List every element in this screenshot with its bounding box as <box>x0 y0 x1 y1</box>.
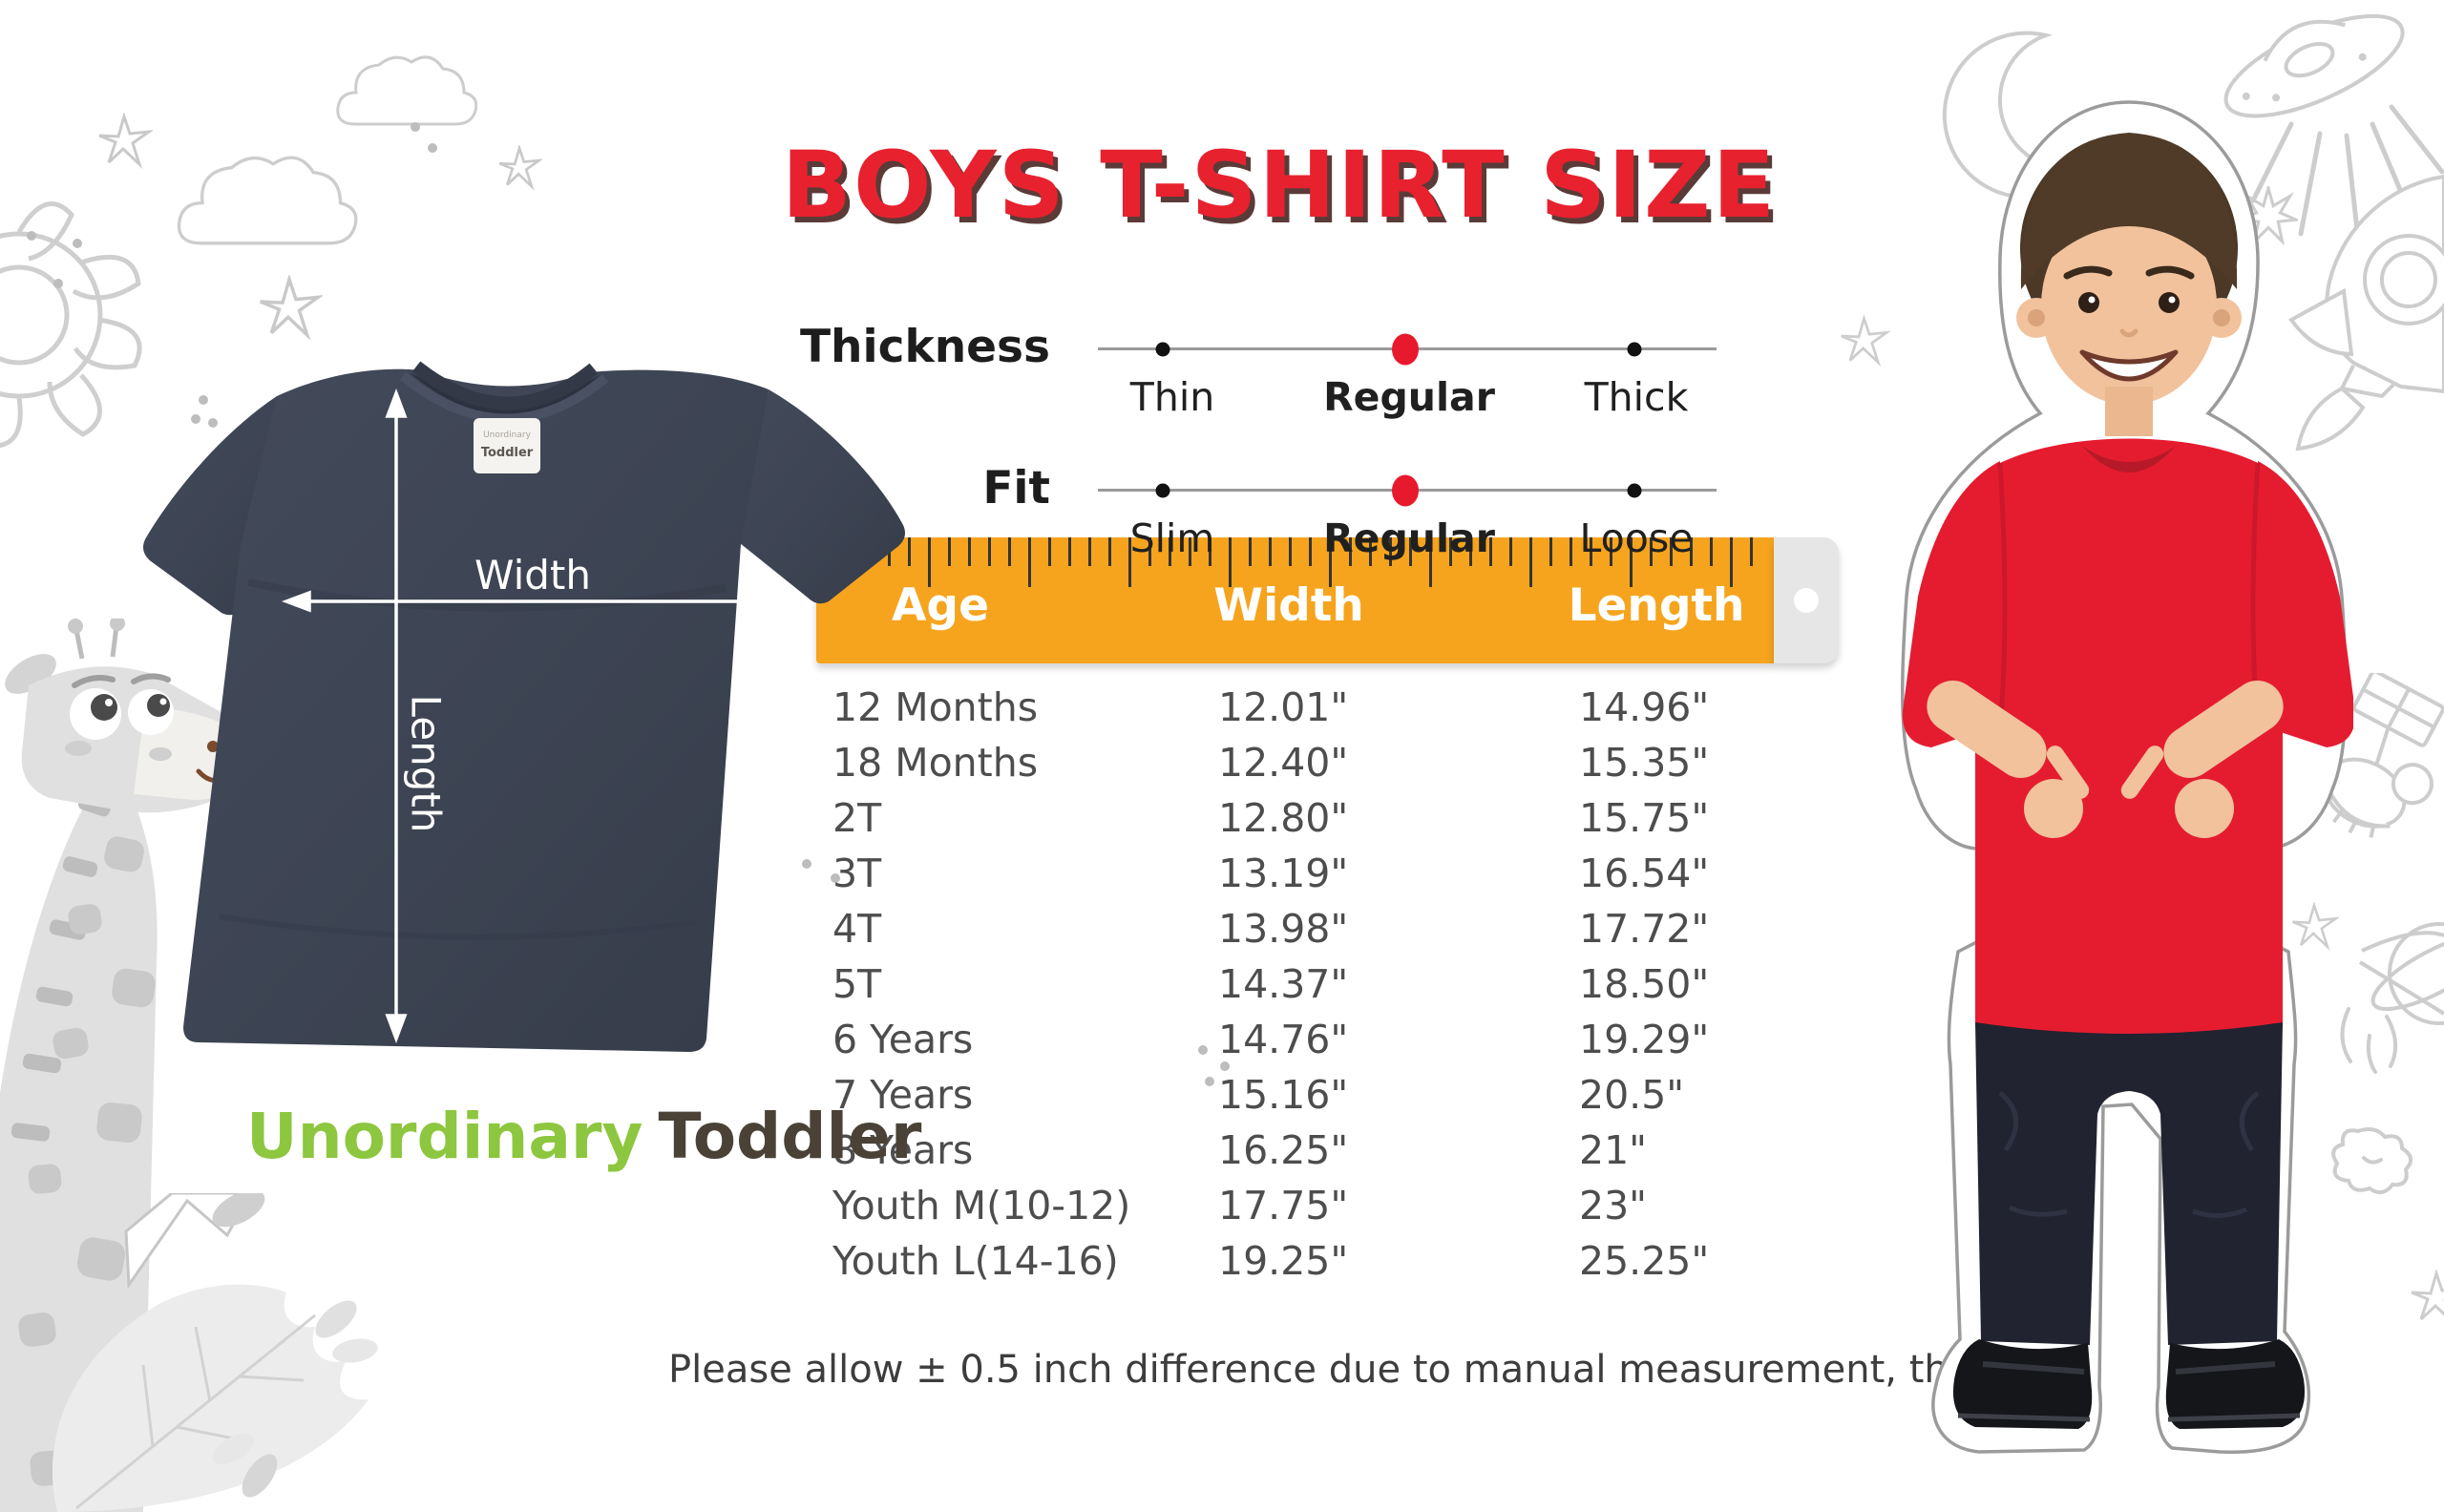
thickness-option-thin: Thin <box>1129 374 1215 420</box>
cell-age: Youth L(14-16) <box>832 1238 1119 1284</box>
measurement-note: Please allow ± 0.5 inch difference due t… <box>668 1348 2054 1392</box>
fit-label: Fit <box>982 462 1050 514</box>
tag-brand-text: Unordinary <box>483 430 531 440</box>
table-row: 18 Months 12.40" 15.35" <box>832 735 1825 790</box>
thickness-dot-thin <box>1155 342 1170 357</box>
cell-width: 16.25" <box>1218 1127 1349 1173</box>
brand-word-toddler: Toddler <box>658 1100 922 1173</box>
table-row: 12 Months 12.01" 14.96" <box>832 680 1825 735</box>
cell-age: 5T <box>832 961 882 1007</box>
cell-width: 13.19" <box>1218 850 1349 896</box>
leaf-decoration <box>52 1193 378 1512</box>
fit-dot-loose <box>1627 483 1642 498</box>
cell-width: 14.76" <box>1218 1017 1349 1062</box>
thickness-label: Thickness <box>799 321 1050 373</box>
thickness-dot-thick <box>1627 342 1642 357</box>
table-row: Youth L(14-16) 19.25" 25.25" <box>832 1233 1825 1289</box>
cell-age: 18 Months <box>832 740 1039 786</box>
tape-end-hole <box>1794 588 1819 613</box>
cell-width: 14.37" <box>1218 961 1349 1007</box>
size-table: 12 Months 12.01" 14.96" 18 Months 12.40"… <box>832 680 1825 1289</box>
cloud-icon <box>336 55 477 126</box>
tape-ticks-major <box>828 537 1763 587</box>
thickness-option-thick: Thick <box>1584 374 1689 420</box>
fit-option-slim: Slim <box>1129 515 1215 561</box>
cell-length: 14.96" <box>1579 684 1710 730</box>
planet-icon <box>2358 922 2444 1025</box>
brand-word-unordinary: Unordinary <box>246 1100 643 1173</box>
cell-width: 13.98" <box>1218 906 1349 952</box>
shirt-length-label: Length <box>402 694 450 833</box>
fit-option-loose: Loose <box>1579 515 1694 561</box>
shirt-width-label: Width <box>474 552 592 598</box>
cell-width: 19.25" <box>1218 1238 1349 1284</box>
table-row: 2T 12.80" 15.75" <box>832 790 1825 846</box>
column-header-age: Age <box>892 579 989 632</box>
dot <box>428 143 437 153</box>
table-row: 7 Years 15.16" 20.5" <box>832 1067 1825 1123</box>
brand-logo: Unordinary Toddler <box>246 1100 921 1173</box>
cell-width: 12.40" <box>1218 740 1349 786</box>
star-icon <box>498 145 542 191</box>
table-row: Youth M(10-12) 17.75" 23" <box>832 1178 1825 1233</box>
column-header-width: Width <box>1213 579 1364 632</box>
cell-age: 4T <box>832 906 882 952</box>
fit-dot-regular-selected <box>1392 474 1419 507</box>
thickness-dot-regular-selected <box>1392 333 1419 366</box>
cell-age: Youth M(10-12) <box>832 1183 1131 1228</box>
tshirt-image: Unordinary Toddler <box>143 361 905 1052</box>
table-row: 8 Years 16.25" 21" <box>832 1123 1825 1178</box>
cell-age: 6 Years <box>832 1017 974 1062</box>
tag-name-text: Toddler <box>481 446 534 460</box>
cell-length: 18.50" <box>1579 961 1710 1007</box>
dot <box>27 231 36 241</box>
star-icon <box>260 275 323 341</box>
cell-width: 12.01" <box>1218 684 1349 730</box>
cell-length: 15.75" <box>1579 795 1710 841</box>
cell-length: 17.72" <box>1579 906 1710 952</box>
cell-age: 2T <box>832 795 882 841</box>
cell-length: 21" <box>1579 1127 1648 1173</box>
dot <box>411 122 420 132</box>
cell-length: 23" <box>1579 1183 1648 1228</box>
cell-width: 12.80" <box>1218 795 1349 841</box>
star-icon <box>2411 1270 2444 1321</box>
cell-length: 16.54" <box>1579 850 1710 896</box>
fit-dot-slim <box>1155 483 1170 498</box>
cell-age: 8 Years <box>832 1127 974 1173</box>
thickness-option-regular: Regular <box>1323 374 1495 420</box>
fit-option-regular: Regular <box>1323 515 1495 561</box>
measuring-tape-header: Age Width Length <box>816 537 1839 663</box>
column-header-length: Length <box>1568 579 1745 632</box>
star-icon <box>98 113 153 170</box>
table-row: 5T 14.37" 18.50" <box>832 956 1825 1012</box>
cell-length: 20.5" <box>1579 1072 1685 1118</box>
table-row: 6 Years 14.76" 19.29" <box>832 1012 1825 1067</box>
cell-age: 3T <box>832 850 882 896</box>
boy-photo-cutout <box>1900 100 2353 1454</box>
cell-length: 25.25" <box>1579 1238 1710 1284</box>
table-row: 4T 13.98" 17.72" <box>832 901 1825 956</box>
dot <box>53 279 63 288</box>
cloud-icon <box>177 156 358 245</box>
cell-width: 15.16" <box>1218 1072 1349 1118</box>
page-title: BOYS T-SHIRT SIZE <box>781 132 1778 239</box>
dot <box>73 239 82 248</box>
cell-length: 15.35" <box>1579 740 1710 786</box>
cell-width: 17.75" <box>1218 1183 1349 1228</box>
cell-length: 19.29" <box>1579 1017 1710 1062</box>
cell-age: 7 Years <box>832 1072 974 1118</box>
table-row: 3T 13.19" 16.54" <box>832 846 1825 901</box>
tape-body: Age Width Length <box>816 537 1774 663</box>
cell-age: 12 Months <box>832 684 1039 730</box>
